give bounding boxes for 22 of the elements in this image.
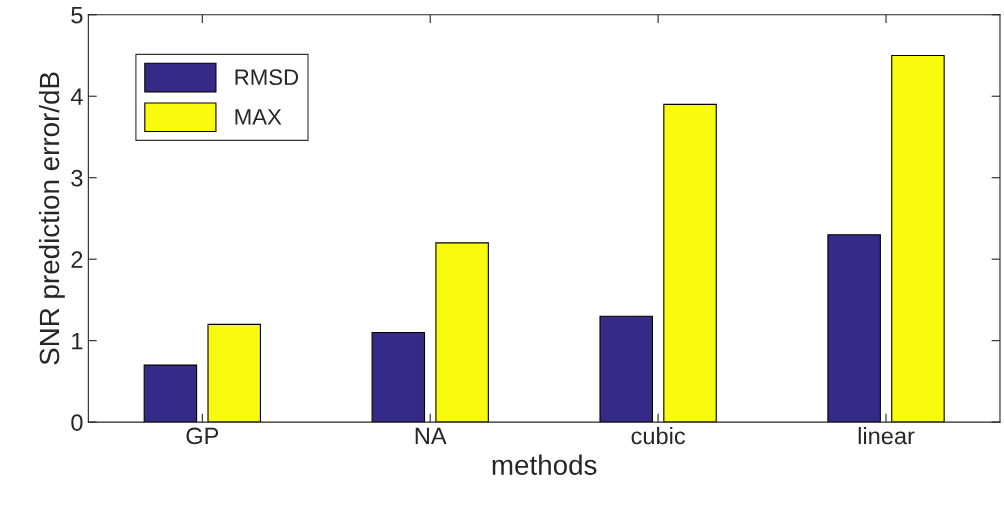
x-tick-label: cubic — [631, 426, 686, 445]
y-tick-label: 3 — [71, 169, 83, 187]
x-tick-label: linear — [858, 426, 915, 445]
legend-label: RMSD — [235, 69, 299, 86]
bar — [207, 323, 261, 423]
y-tick-label: 0 — [71, 414, 83, 431]
y-tick-label: 2 — [71, 251, 83, 268]
bar — [827, 234, 881, 423]
y-axis-title: SNR prediction error/dB — [38, 72, 65, 365]
bar — [599, 315, 653, 423]
x-tick-label: NA — [415, 427, 447, 445]
bar — [435, 242, 489, 423]
bar — [371, 331, 426, 423]
bar — [663, 103, 717, 423]
y-tick-label: 4 — [70, 88, 83, 105]
y-tick-label: 1 — [72, 332, 83, 350]
x-tick-label: GP — [186, 427, 219, 445]
bar — [891, 54, 945, 423]
legend-label: MAX — [235, 109, 282, 125]
bar — [143, 364, 198, 423]
y-tick-label: 5 — [71, 7, 83, 24]
x-axis-title: methods — [492, 454, 597, 475]
